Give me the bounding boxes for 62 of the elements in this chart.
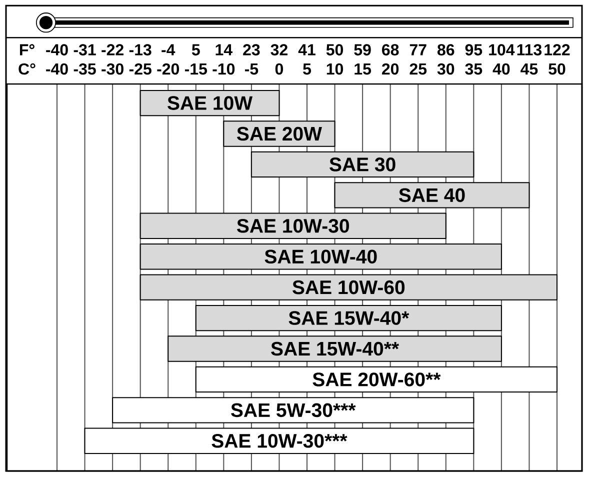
x-tick-label: -10 [212,63,235,75]
x-tick-label: -30 [102,63,124,75]
x-tick-label: 35 [465,63,482,75]
y-tick-label: SAE 15W-40* [288,311,410,325]
x2-tick-label: 32 [270,44,288,56]
x-tick-label: -15 [184,63,208,75]
bar [195,366,558,393]
y-tick-label: SAE 10W-40 [264,250,377,264]
x2-tick-label: -31 [74,44,96,56]
x2-tick-label: -22 [102,44,124,56]
y-tick-label: SAE 20W [236,126,322,141]
x2-tick-label: 95 [465,44,482,56]
x-tick-label: 40 [492,63,510,75]
x-tick-label: 0 [275,63,284,75]
x2-tick-label: 113 [517,44,542,56]
y-tick-label: SAE 10W [168,96,253,110]
x-tick-label: -40 [46,63,68,75]
x2-tick-label: 14 [216,44,232,56]
x-tick-label: 5 [303,63,312,75]
bar [334,182,530,208]
x2-tick-label: 50 [326,44,344,56]
bar [140,274,558,300]
bar [140,212,446,239]
x-tick-label: -25 [129,63,152,75]
x-tick-label: 20 [382,63,399,75]
x-tick-label: 15 [354,63,372,75]
x-tick-label: 30 [437,63,454,75]
y-tick-label: SAE 5W-30*** [231,403,356,418]
x-tick-label: -5 [244,63,258,75]
y-tick-label: SAE 40 [398,188,465,202]
x-axis-title: C° [18,63,36,75]
x-tick-label: 45 [520,63,538,75]
bar [168,336,502,362]
x2-tick-label: -4 [162,44,176,56]
x2-tick-label: 41 [298,44,316,56]
x2-tick-label: -40 [46,44,68,56]
x2-tick-label: -13 [129,44,152,56]
x-tick-label: 25 [410,63,427,75]
bar [112,397,474,424]
bar [84,428,474,454]
x2-tick-label: 23 [243,44,260,56]
x2-tick-label: 77 [410,44,426,56]
x2-tick-label: 104 [489,44,515,56]
x2-tick-label: 68 [382,44,399,56]
x2-tick-label: 122 [544,44,570,56]
y-tick-label: SAE 15W-40** [271,342,400,356]
y-tick-label: SAE 10W-60 [292,280,405,294]
y-tick-label: SAE 20W-60** [312,372,441,386]
x2-tick-label: 86 [437,44,454,56]
x-tick-label: -20 [157,63,180,75]
x-tick-label: 50 [548,63,566,75]
x2-tick-label: 5 [192,44,200,56]
x-tick-label: 10 [326,63,344,75]
y-tick-label: SAE 10W-30*** [212,434,348,448]
x2-tick-label: 59 [354,44,371,56]
bar [195,304,502,332]
bar [250,151,474,178]
x-tick-label: -35 [74,63,96,75]
x2-axis-title: F° [20,44,34,56]
bar [140,244,502,270]
y-tick-label: SAE 10W-30 [236,218,349,233]
y-tick-label: SAE 30 [330,158,396,172]
